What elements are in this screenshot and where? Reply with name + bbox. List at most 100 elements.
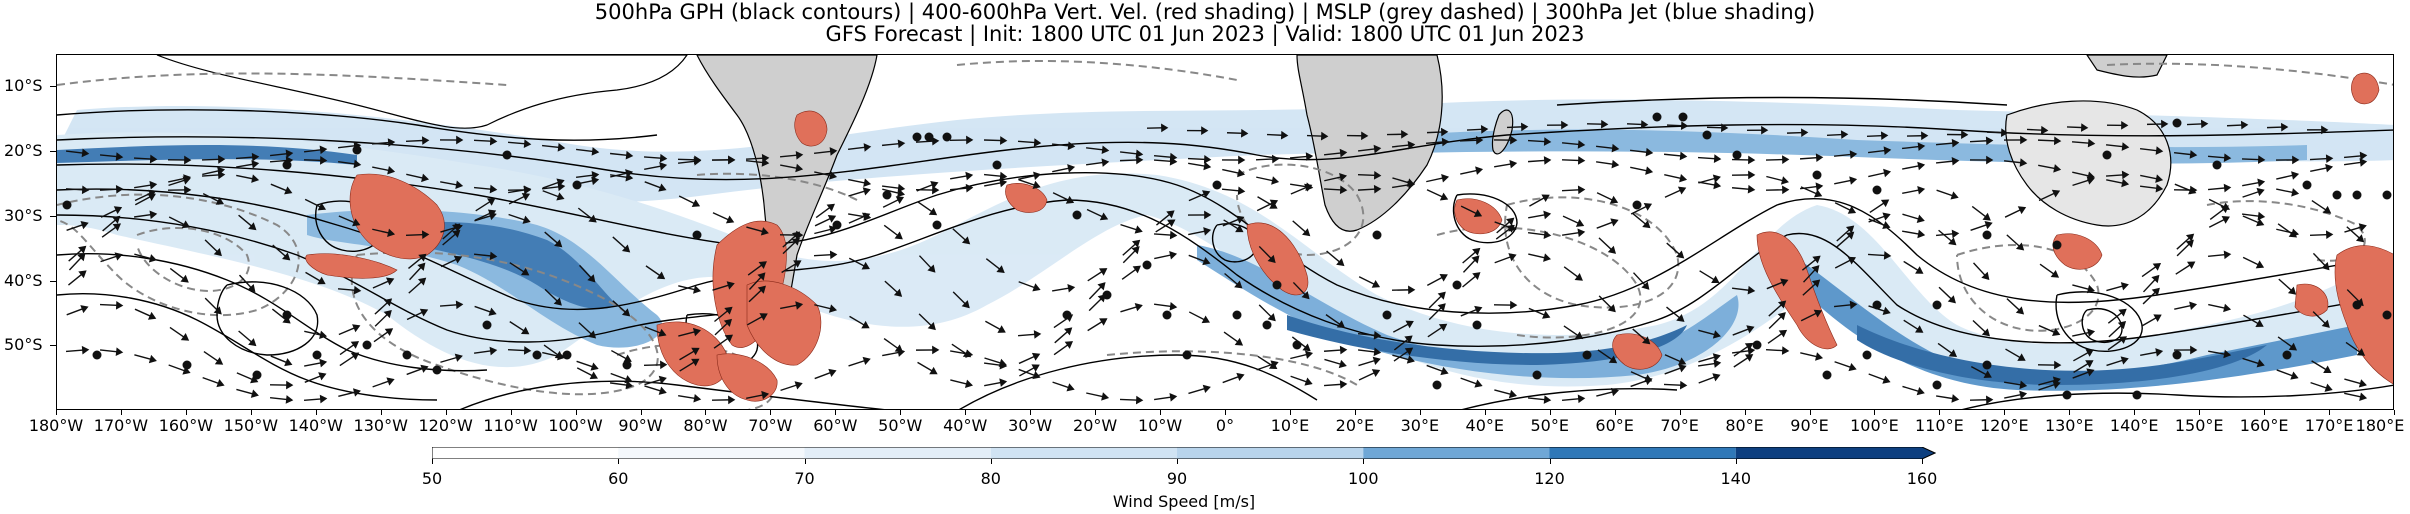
wind-arrow-head <box>1748 170 1756 180</box>
wind-arrow-head <box>1611 143 1620 153</box>
wind-arrow-head <box>418 253 427 262</box>
wind-arrow-head <box>1506 224 1515 233</box>
wind-arrow-head <box>2325 163 2334 173</box>
lon-tick-label: 110°E <box>1915 416 1964 435</box>
wind-arrow-head <box>1237 168 1246 178</box>
wind-arrow-head <box>1166 210 1175 219</box>
wind-arrow-head <box>759 313 768 321</box>
wind-arrow-head <box>1847 256 1856 265</box>
vertical-velocity-shading <box>305 72 2393 402</box>
wind-arrow-head <box>2220 205 2229 214</box>
wind-arrow-head <box>1883 168 1892 178</box>
wind-arrow-head <box>1883 146 1892 155</box>
lon-tick-label: 100°E <box>1850 416 1899 435</box>
wind-arrow-head <box>352 324 361 333</box>
wind-arrow-head <box>1201 126 1209 135</box>
station-dot <box>1432 380 1442 390</box>
wind-arrow-head <box>2325 154 2334 163</box>
wind-arrow-head <box>1406 355 1415 364</box>
wind-arrow-head <box>454 353 463 362</box>
wind-arrow-head <box>1508 253 1517 262</box>
wind-arrow-head <box>489 136 498 146</box>
wind-arrow-head <box>2151 287 2160 296</box>
colorbar-segment <box>1735 447 1922 459</box>
wind-arrow-head <box>1033 138 1042 147</box>
wind-arrow-head <box>2223 250 2232 260</box>
lon-tick-label: 180°E <box>2355 416 2405 435</box>
wind-arrow-head <box>932 185 940 195</box>
wind-arrow-head <box>1440 127 1449 137</box>
wind-arrow-head <box>489 346 498 356</box>
station-dot <box>1872 185 1882 195</box>
wind-arrow-head <box>998 358 1007 367</box>
wind-arrow-head <box>1134 225 1143 234</box>
wind-arrow-head <box>2358 379 2367 388</box>
wind-arrow-head <box>1848 362 1857 372</box>
wind-arrow-head <box>757 272 766 281</box>
wind-arrow-head <box>590 362 599 371</box>
wind-arrow-head <box>112 223 121 232</box>
wind-arrow-head <box>1373 144 1382 154</box>
station-dot <box>2132 390 2142 400</box>
map-canvas <box>57 55 2393 409</box>
wind-arrow-head <box>149 210 158 220</box>
wind-arrow-head <box>691 358 700 367</box>
wind-arrow-head <box>417 262 426 271</box>
wind-arrow-head <box>728 395 736 405</box>
wind-arrow-head <box>1577 228 1586 238</box>
wind-arrow-head <box>863 178 872 187</box>
wind-arrow-head <box>1099 212 1109 221</box>
wind-arrow-head <box>999 178 1008 188</box>
lon-tick-mark <box>120 410 122 415</box>
wind-arrow-head <box>453 255 463 264</box>
wind-arrow-head <box>728 155 736 165</box>
wind-arrow-head <box>2356 348 2366 356</box>
station-dot <box>2172 350 2182 360</box>
station-dot <box>2282 350 2292 360</box>
wind-arrow-head <box>1801 128 1809 137</box>
wind-arrow-head <box>180 333 190 341</box>
station-dot <box>1872 300 1882 310</box>
wind-arrow-head <box>1880 131 1889 141</box>
wind-arrow-head <box>1761 125 1769 135</box>
wind-arrow-head <box>897 348 906 357</box>
wind-arrow-head <box>693 394 702 403</box>
wind-arrow-head <box>1302 343 1311 352</box>
wind-arrow-head <box>147 193 156 201</box>
wind-arrow-head <box>1744 342 1754 351</box>
wind-arrow-head <box>1405 320 1414 329</box>
wind-arrow-head <box>1577 156 1586 165</box>
wind-arrow-head <box>2019 380 2028 390</box>
wind-arrow-head <box>1574 331 1584 340</box>
wind-arrow-head <box>2185 239 2194 248</box>
wind-arrow-head <box>523 346 532 355</box>
wind-arrow-head <box>1101 145 1110 155</box>
wind-arrow-head <box>1135 155 1144 165</box>
wind-arrow-head <box>894 231 903 240</box>
wind-arrow-head <box>1846 231 1855 240</box>
station-dot <box>2302 180 2312 190</box>
wind-arrow-head <box>758 261 767 269</box>
wind-arrow-head <box>2355 234 2365 243</box>
lon-tick-mark <box>640 410 642 415</box>
wind-arrow-head <box>927 321 936 331</box>
wind-arrow-head <box>1520 122 1529 132</box>
wind-arrow-head <box>1338 359 1347 369</box>
wind-arrow-head <box>2019 390 2028 400</box>
station-dot <box>1072 210 1082 220</box>
wind-arrow-head <box>1815 182 1824 191</box>
wind-arrow-head <box>2053 136 2062 146</box>
lat-tick-mark <box>50 151 56 153</box>
wind-arrow-head <box>1577 394 1586 404</box>
wind-arrow-head <box>1371 280 1381 288</box>
colorbar-segment <box>1363 447 1550 459</box>
wind-arrow-head <box>591 147 600 156</box>
wind-arrow-head <box>2290 371 2299 380</box>
wind-arrow-head <box>1000 136 1008 145</box>
wind-arrow-head <box>2189 150 2198 159</box>
wind-arrow-head <box>353 285 362 295</box>
wind-arrow-head <box>216 379 225 388</box>
wind-arrow-head <box>621 244 631 253</box>
station-dot <box>1822 370 1832 380</box>
wind-arrow-head <box>2255 319 2264 327</box>
